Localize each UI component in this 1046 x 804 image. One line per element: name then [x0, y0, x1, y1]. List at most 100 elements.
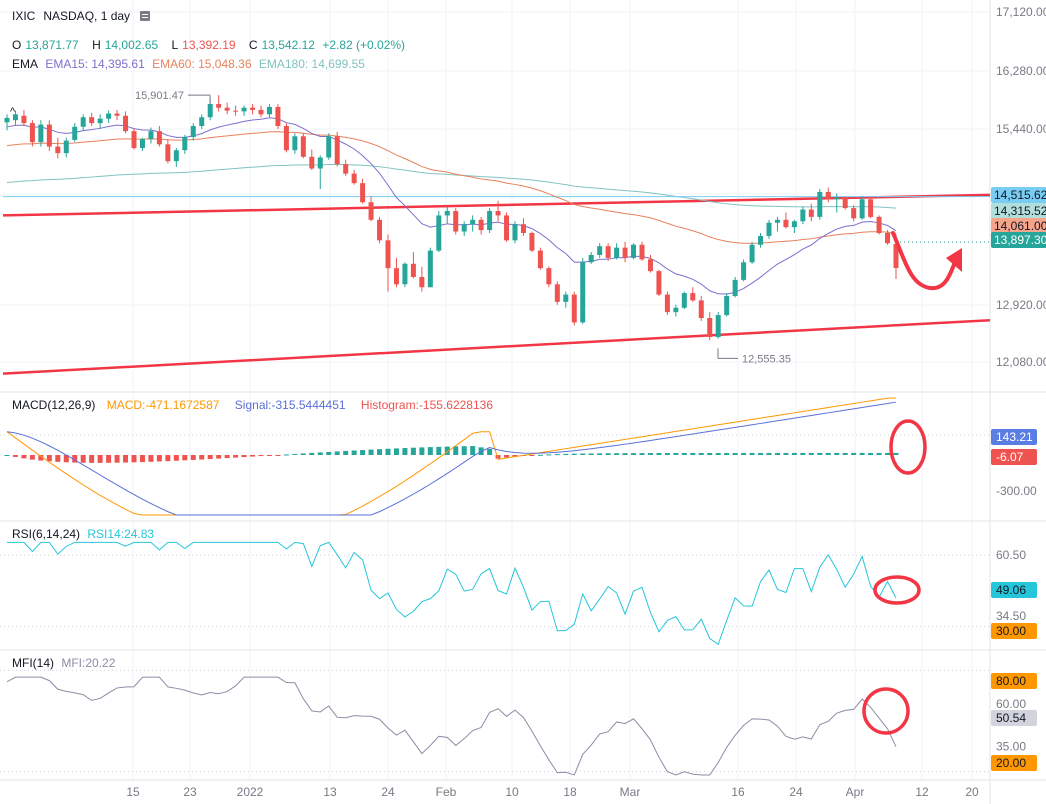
- candle[interactable]: [681, 293, 687, 308]
- candle[interactable]: [29, 123, 35, 143]
- candle[interactable]: [173, 150, 179, 162]
- candle[interactable]: [758, 235, 764, 245]
- candle[interactable]: [393, 268, 399, 285]
- channel-line[interactable]: [2, 318, 991, 375]
- candle[interactable]: [317, 157, 323, 169]
- candle[interactable]: [834, 197, 840, 200]
- candle[interactable]: [4, 117, 10, 123]
- candle[interactable]: [715, 315, 721, 338]
- candle[interactable]: [182, 137, 188, 151]
- ema-label[interactable]: EMA: [12, 57, 39, 71]
- candle[interactable]: [165, 144, 171, 162]
- candle[interactable]: [250, 107, 256, 110]
- candle[interactable]: [300, 136, 306, 157]
- candle[interactable]: [554, 284, 560, 302]
- candle[interactable]: [842, 197, 848, 209]
- candle[interactable]: [309, 156, 315, 169]
- candle[interactable]: [571, 294, 577, 323]
- candle[interactable]: [224, 107, 230, 111]
- candle[interactable]: [377, 219, 383, 241]
- candle[interactable]: [292, 136, 298, 151]
- candle[interactable]: [334, 136, 340, 165]
- candle[interactable]: [360, 183, 366, 203]
- candle[interactable]: [385, 240, 391, 269]
- candle[interactable]: [673, 307, 679, 313]
- candle[interactable]: [800, 209, 806, 222]
- candle[interactable]: [817, 191, 823, 217]
- candle[interactable]: [199, 117, 205, 127]
- candle[interactable]: [724, 296, 730, 316]
- candle[interactable]: [63, 140, 69, 154]
- candle[interactable]: [690, 293, 696, 301]
- symbol-name[interactable]: IXIC: [12, 9, 36, 23]
- candle[interactable]: [622, 247, 628, 258]
- candle[interactable]: [588, 254, 594, 263]
- candle[interactable]: [885, 233, 891, 244]
- candle[interactable]: [190, 126, 196, 138]
- candle[interactable]: [436, 215, 442, 251]
- candle[interactable]: [707, 317, 713, 338]
- candle[interactable]: [444, 211, 450, 216]
- candle[interactable]: [876, 216, 882, 234]
- candle[interactable]: [38, 124, 44, 143]
- annotation-circle[interactable]: [889, 419, 927, 475]
- candle[interactable]: [520, 224, 526, 234]
- candle[interactable]: [21, 115, 27, 124]
- candle[interactable]: [275, 106, 281, 127]
- candle[interactable]: [283, 126, 289, 151]
- candle[interactable]: [851, 208, 857, 219]
- candle[interactable]: [580, 262, 586, 323]
- candle[interactable]: [233, 110, 239, 112]
- candle[interactable]: [148, 131, 154, 140]
- candle[interactable]: [698, 300, 704, 318]
- candle[interactable]: [656, 271, 662, 295]
- annotation-arrowhead[interactable]: [946, 248, 962, 272]
- candle[interactable]: [597, 246, 603, 255]
- candle[interactable]: [114, 113, 120, 116]
- channel-line[interactable]: [2, 193, 991, 217]
- candle[interactable]: [368, 202, 374, 220]
- candle[interactable]: [419, 276, 425, 288]
- candle[interactable]: [563, 294, 569, 302]
- annotation-circle[interactable]: [873, 575, 921, 605]
- candle[interactable]: [343, 164, 349, 174]
- candle[interactable]: [537, 250, 543, 269]
- candle[interactable]: [106, 113, 112, 119]
- candle[interactable]: [453, 211, 459, 232]
- candle[interactable]: [868, 199, 874, 217]
- candle[interactable]: [614, 247, 620, 258]
- candle[interactable]: [461, 224, 467, 232]
- candle[interactable]: [631, 244, 637, 258]
- candle[interactable]: [605, 246, 611, 258]
- candle[interactable]: [546, 268, 552, 285]
- candle[interactable]: [326, 136, 332, 158]
- collapse-chevron-icon[interactable]: ^: [10, 106, 16, 118]
- annotation-circle[interactable]: [862, 687, 910, 735]
- candle[interactable]: [216, 104, 222, 108]
- candle[interactable]: [55, 146, 61, 154]
- candle[interactable]: [512, 224, 518, 241]
- candle[interactable]: [46, 124, 52, 147]
- candle[interactable]: [72, 126, 78, 140]
- candle[interactable]: [351, 173, 357, 184]
- candle[interactable]: [258, 109, 264, 115]
- candle[interactable]: [410, 263, 416, 277]
- candle[interactable]: [123, 115, 129, 132]
- candle[interactable]: [504, 215, 510, 241]
- rsi-title[interactable]: RSI(6,14,24): [12, 527, 81, 541]
- candle[interactable]: [741, 262, 747, 280]
- candle[interactable]: [791, 221, 797, 228]
- candle[interactable]: [241, 107, 247, 112]
- candle[interactable]: [402, 263, 408, 285]
- candle[interactable]: [487, 211, 493, 231]
- candle[interactable]: [266, 106, 272, 115]
- macd-title[interactable]: MACD(12,26,9): [12, 398, 96, 412]
- candle[interactable]: [131, 131, 137, 149]
- candle[interactable]: [80, 117, 86, 127]
- mfi-title[interactable]: MFI(14): [12, 656, 54, 670]
- candle[interactable]: [529, 233, 535, 251]
- candle[interactable]: [207, 104, 213, 118]
- candle[interactable]: [825, 191, 831, 200]
- candle[interactable]: [427, 250, 433, 288]
